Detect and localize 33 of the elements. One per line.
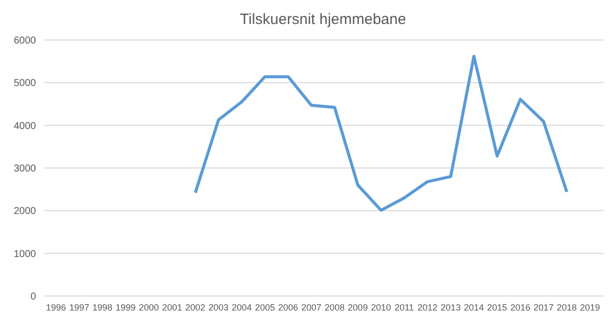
x-tick-label: 2006 bbox=[278, 302, 298, 312]
x-tick-label: 2009 bbox=[348, 302, 368, 312]
x-tick-label: 2010 bbox=[371, 302, 392, 312]
x-tick-label: 2015 bbox=[487, 302, 508, 312]
line-series bbox=[194, 54, 568, 212]
y-tick-label: 1000 bbox=[14, 248, 36, 260]
x-tick-label: 1999 bbox=[116, 302, 136, 312]
x-tick-label: 2013 bbox=[440, 302, 461, 312]
x-tick-label: 2005 bbox=[254, 302, 275, 312]
x-tick-label: 1998 bbox=[92, 302, 112, 312]
x-tick-label: 2016 bbox=[510, 302, 530, 312]
y-tick-label: 0 bbox=[30, 292, 36, 303]
x-tick-label: 1997 bbox=[69, 302, 90, 312]
y-tick-label: 6000 bbox=[14, 36, 36, 47]
y-tick-label: 4000 bbox=[14, 120, 36, 132]
x-tick-label: 2001 bbox=[162, 302, 182, 312]
x-tick-label: 2018 bbox=[556, 302, 577, 312]
y-tick-label: 3000 bbox=[14, 164, 36, 175]
x-tick-label: 2019 bbox=[580, 302, 600, 312]
x-tick-label: 2004 bbox=[232, 302, 252, 312]
x-tick-label: 2011 bbox=[394, 302, 414, 312]
y-tick-label: 5000 bbox=[14, 78, 36, 90]
x-tick-label: 2007 bbox=[301, 302, 322, 312]
chart-title: Tilskuersnit hjemmebane bbox=[238, 10, 408, 30]
y-tick-label: 2000 bbox=[14, 206, 36, 218]
x-tick-label: 2002 bbox=[185, 302, 206, 312]
x-tick-label: 2017 bbox=[534, 302, 554, 312]
x-tick-label: 2012 bbox=[417, 302, 438, 312]
x-tick-label: 1996 bbox=[46, 302, 66, 312]
x-tick-label: 2014 bbox=[464, 302, 484, 312]
x-tick-label: 2003 bbox=[208, 302, 229, 312]
x-tick-label: 2000 bbox=[138, 302, 159, 312]
x-tick-label: 2008 bbox=[324, 302, 345, 312]
